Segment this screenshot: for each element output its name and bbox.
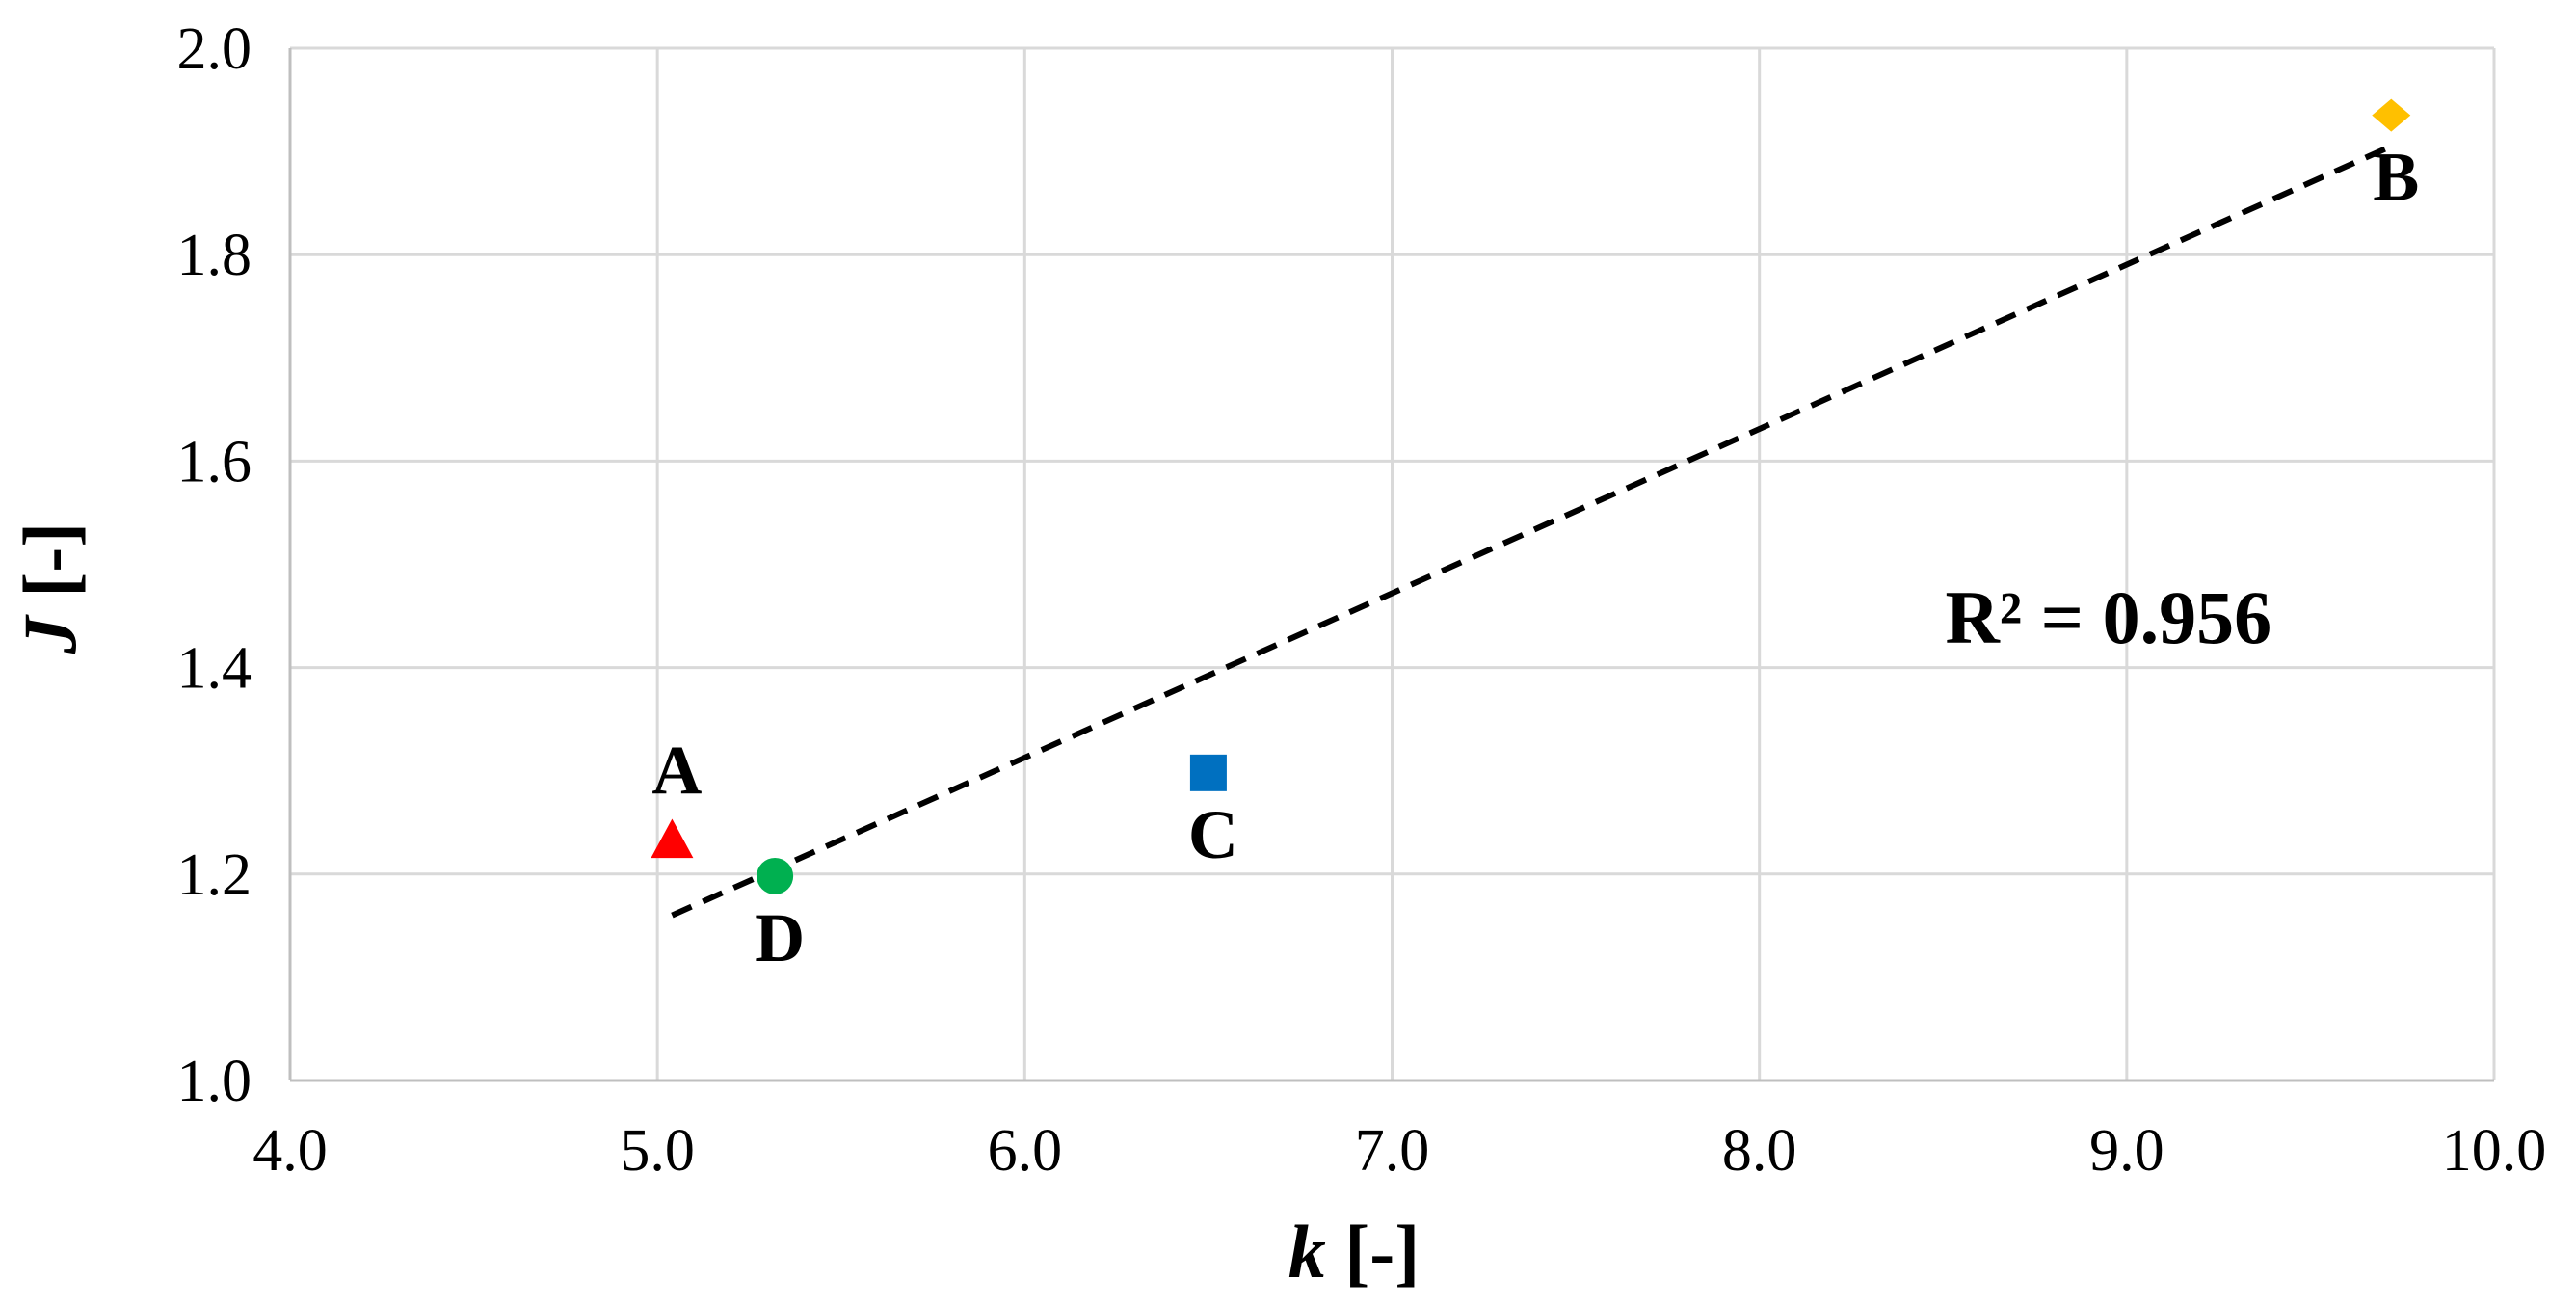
r-squared-annotation: R² = 0.956 — [1945, 575, 2271, 659]
x-axis-label: k [-] — [1288, 1210, 1420, 1294]
x-tick-labels: 4.0 5.0 6.0 7.0 8.0 9.0 10.0 — [252, 1118, 2546, 1184]
point-b — [2372, 98, 2411, 132]
axes — [288, 48, 2494, 1082]
trendline — [671, 144, 2393, 919]
y-tick-label-2: 1.4 — [177, 636, 252, 702]
y-tick-label-5: 2.0 — [177, 16, 252, 82]
point-label-b: B — [2373, 139, 2419, 216]
point-a — [651, 818, 694, 859]
x-tick-label-2: 6.0 — [988, 1118, 1063, 1184]
point-label-a: A — [651, 732, 702, 809]
data-points — [651, 98, 2411, 894]
y-tick-label-3: 1.6 — [177, 429, 252, 494]
point-label-d: D — [755, 899, 805, 976]
y-tick-label-0: 1.0 — [177, 1049, 252, 1114]
x-tick-label-0: 4.0 — [252, 1118, 328, 1184]
y-tick-labels: 1.0 1.2 1.4 1.6 1.8 2.0 — [177, 16, 252, 1114]
point-d — [757, 857, 794, 894]
point-c — [1189, 754, 1227, 791]
annotation-group: R² = 0.956 — [1945, 575, 2271, 659]
y-tick-label-4: 1.8 — [177, 223, 252, 288]
point-label-c: C — [1188, 796, 1238, 873]
x-tick-label-3: 7.0 — [1355, 1118, 1430, 1184]
x-tick-label-1: 5.0 — [620, 1118, 695, 1184]
y-axis-label: J [-] — [8, 522, 92, 654]
point-labels: A B C D — [651, 139, 2419, 976]
x-tick-label-4: 8.0 — [1722, 1118, 1797, 1184]
gridlines — [290, 46, 2496, 1080]
y-tick-label-1: 1.2 — [177, 842, 252, 908]
x-tick-label-6: 10.0 — [2442, 1118, 2547, 1184]
x-tick-label-5: 9.0 — [2089, 1118, 2164, 1184]
trendline-group — [671, 144, 2393, 919]
